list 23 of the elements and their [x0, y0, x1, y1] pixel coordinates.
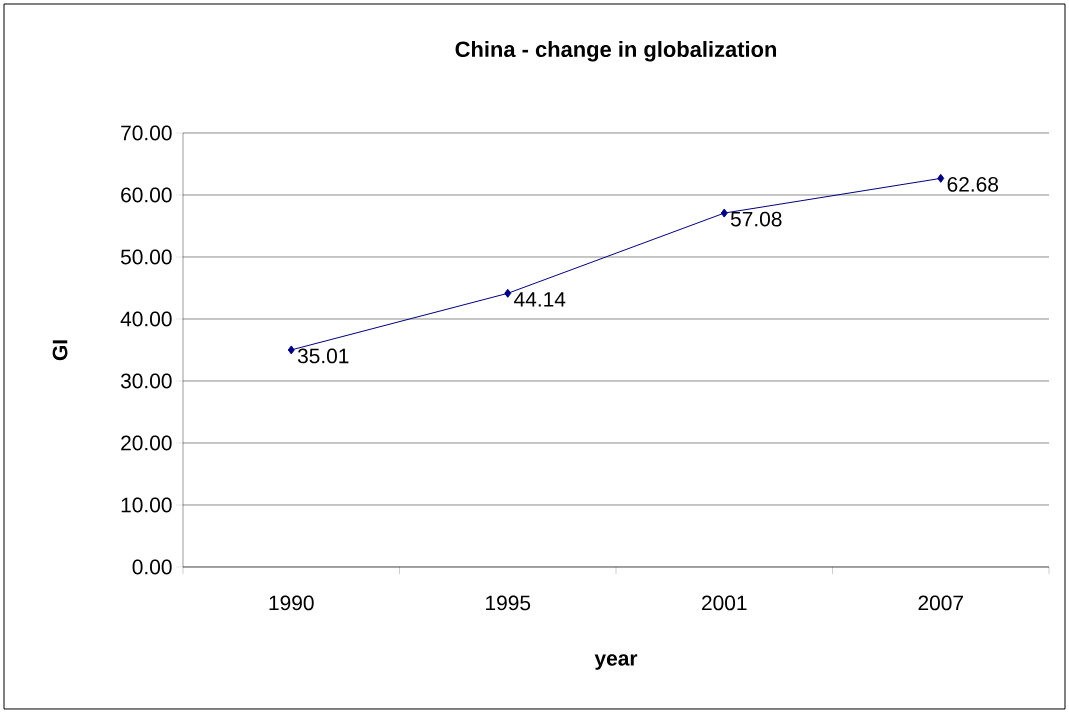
y-tick-label: 0.00: [132, 559, 172, 575]
y-axis-title: GI: [52, 340, 68, 361]
y-tick-label: 50.00: [120, 249, 172, 265]
y-tick-label: 40.00: [120, 311, 172, 327]
y-tick-label: 60.00: [121, 187, 172, 203]
point: [720, 208, 728, 218]
x-tick-label: 1995: [486, 595, 531, 611]
y-tick-label: 10.00: [121, 497, 172, 513]
x-tick-label: 2007: [918, 595, 963, 611]
y-tick-label: 70.00: [121, 125, 172, 141]
data-label: 57.08: [730, 211, 782, 227]
chart-title: China - change in globalization: [455, 40, 777, 62]
point: [287, 345, 295, 355]
x-tick-label: 1990: [269, 595, 314, 611]
x-tick-label: 2001: [702, 595, 747, 611]
data-label: 62.68: [947, 176, 999, 192]
data-label: 44.14: [514, 292, 566, 307]
point: [504, 288, 512, 298]
data-label: 35.01: [297, 348, 349, 364]
y-tick-label: 20.00: [121, 435, 172, 451]
point: [937, 173, 945, 183]
x-axis-title: year: [594, 654, 638, 670]
y-tick-label: 30.00: [120, 373, 172, 389]
